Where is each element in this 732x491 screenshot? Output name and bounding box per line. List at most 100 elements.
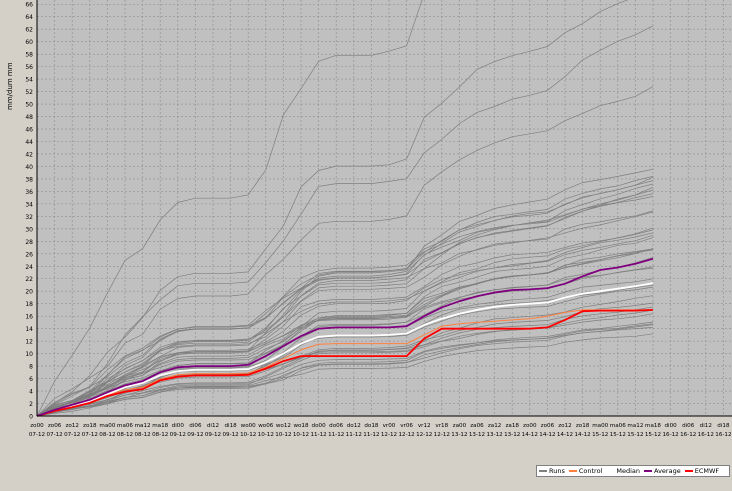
x-tick-date: 13-12 xyxy=(486,432,502,438)
ensemble-run-line xyxy=(36,313,654,417)
x-tick-date: 09-12 xyxy=(170,432,186,438)
ensemble-run-line xyxy=(36,0,629,417)
x-tick-label: di12 xyxy=(700,423,712,429)
legend: Runs Control Median Average ECMWF xyxy=(536,465,730,477)
x-tick-label: di18 xyxy=(717,423,730,429)
legend-swatch-average xyxy=(644,470,653,472)
x-tick-date: 14-12 xyxy=(574,432,590,438)
ensemble-run-line xyxy=(36,189,654,417)
x-tick-label: di06 xyxy=(189,423,202,429)
legend-label-runs: Runs xyxy=(549,467,565,475)
x-tick-date: 10-12 xyxy=(275,432,291,438)
ensemble-run-line xyxy=(36,180,654,417)
x-tick-label: za00 xyxy=(453,423,467,429)
x-tick-label: ma06 xyxy=(117,423,133,429)
x-tick-label: do06 xyxy=(329,423,344,429)
legend-item-ecmwf: ECMWF xyxy=(684,467,720,475)
x-tick-date: 07-12 xyxy=(64,432,80,438)
ensemble-run-line xyxy=(36,306,654,417)
x-tick-date: 15-12 xyxy=(627,432,643,438)
x-tick-label: di12 xyxy=(207,423,219,429)
y-tick-label: 30 xyxy=(25,226,33,233)
y-tick-label: 10 xyxy=(25,351,33,358)
x-tick-date: 08-12 xyxy=(117,432,133,438)
x-tick-label: vr12 xyxy=(418,423,431,429)
x-tick-label: wo12 xyxy=(276,423,291,429)
y-tick-label: 4 xyxy=(29,389,33,396)
x-tick-date: 07-12 xyxy=(82,432,98,438)
x-tick-date: 12-12 xyxy=(434,432,450,438)
x-tick-date: 12-12 xyxy=(398,432,414,438)
y-tick-label: 52 xyxy=(25,89,33,96)
x-tick-date: 16-12 xyxy=(715,432,731,438)
y-tick-label: 0 xyxy=(29,414,33,421)
legend-label-median: Median xyxy=(616,467,641,475)
x-tick-label: zo12 xyxy=(65,423,78,429)
x-tick-label: zo06 xyxy=(48,423,62,429)
x-tick-date: 10-12 xyxy=(240,432,256,438)
x-tick-date: 16-12 xyxy=(698,432,714,438)
ensemble-run-line xyxy=(36,248,654,417)
x-tick-label: wo18 xyxy=(293,423,309,429)
legend-label-ecmwf: ECMWF xyxy=(694,467,720,475)
legend-item-runs: Runs xyxy=(539,467,565,475)
ensemble-run-line xyxy=(36,183,654,417)
x-tick-label: ma18 xyxy=(152,423,168,429)
ensemble-run-line xyxy=(36,327,654,417)
ensemble-run-line xyxy=(36,0,423,417)
x-tick-date: 09-12 xyxy=(187,432,203,438)
y-tick-label: 36 xyxy=(25,189,33,196)
x-tick-date: 12-12 xyxy=(381,432,397,438)
ensemble-run-line xyxy=(36,323,654,417)
y-tick-label: 58 xyxy=(25,52,33,59)
ensemble-run-line xyxy=(36,193,654,417)
x-tick-label: do12 xyxy=(347,423,361,429)
x-tick-date: 13-12 xyxy=(504,432,520,438)
ensemble-run-line xyxy=(36,168,654,417)
x-tick-date: 11-12 xyxy=(310,432,326,438)
x-tick-label: di00 xyxy=(664,423,677,429)
legend-label-average: Average xyxy=(654,467,681,475)
x-tick-label: zo18 xyxy=(83,423,97,429)
ensemble-runs xyxy=(36,0,654,417)
x-tick-date: 12-12 xyxy=(416,432,432,438)
x-tick-date: 13-12 xyxy=(469,432,485,438)
y-tick-label: 6 xyxy=(29,376,33,383)
ensemble-run-line xyxy=(36,324,654,417)
ensemble-run-line xyxy=(36,237,654,417)
x-tick-label: za18 xyxy=(505,423,519,429)
y-tick-label: 50 xyxy=(25,102,33,109)
x-tick-label: wo06 xyxy=(258,423,274,429)
x-tick-label: zo00 xyxy=(30,423,44,429)
y-tick-label: 60 xyxy=(25,39,33,46)
x-tick-label: wo00 xyxy=(241,423,257,429)
legend-swatch-median xyxy=(606,470,615,472)
x-tick-date: 14-12 xyxy=(557,432,573,438)
ensemble-run-line xyxy=(36,257,654,417)
legend-swatch-ecmwf xyxy=(684,470,693,472)
ensemble-run-line xyxy=(36,25,654,417)
ensemble-run-line xyxy=(36,232,654,417)
x-tick-label: za06 xyxy=(470,423,484,429)
y-tick-label: 26 xyxy=(25,251,33,258)
series-line-average xyxy=(36,257,654,417)
y-tick-label: 44 xyxy=(25,139,33,146)
x-tick-date: 15-12 xyxy=(592,432,608,438)
x-tick-label: di18 xyxy=(224,423,237,429)
y-tick-label: 56 xyxy=(25,64,33,71)
x-tick-label: ma12 xyxy=(627,423,643,429)
x-tick-label: zo06 xyxy=(541,423,555,429)
ensemble-run-line xyxy=(36,227,654,417)
ensemble-run-line xyxy=(36,175,654,417)
y-tick-label: 32 xyxy=(25,214,33,221)
x-tick-label: ma00 xyxy=(592,423,608,429)
x-tick-label: vr18 xyxy=(435,423,448,429)
series-line-median xyxy=(36,282,654,417)
ensemble-run-line xyxy=(36,234,654,417)
y-tick-label: 20 xyxy=(25,289,33,296)
x-tick-labels: zo0007-12zo0607-12zo1207-12zo1807-12ma00… xyxy=(29,423,732,438)
x-tick-date: 16-12 xyxy=(662,432,678,438)
y-tick-label: 18 xyxy=(25,301,33,308)
x-tick-date: 15-12 xyxy=(645,432,661,438)
x-tick-date: 08-12 xyxy=(152,432,168,438)
